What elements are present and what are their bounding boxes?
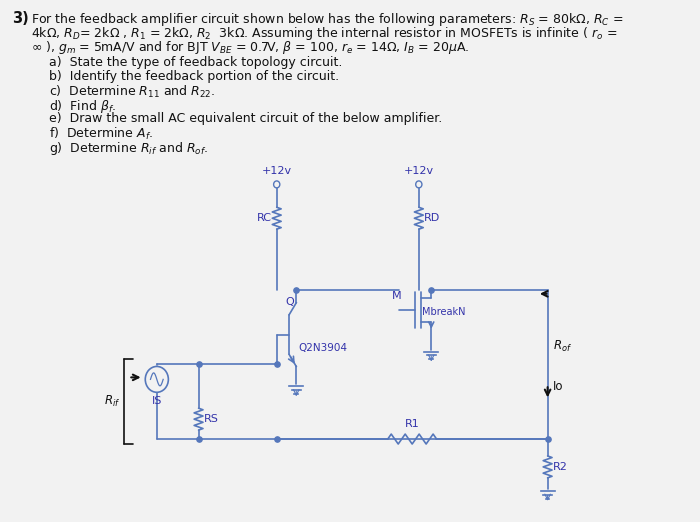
Text: RD: RD bbox=[424, 213, 440, 223]
Text: 4k$\Omega$, $R_D$= 2k$\Omega$ , $R_1$ = 2k$\Omega$, $R_2$  3k$\Omega$. Assuming : 4k$\Omega$, $R_D$= 2k$\Omega$ , $R_1$ = … bbox=[31, 25, 617, 42]
Text: For the feedback amplifier circuit shown below has the following parameters: $R_: For the feedback amplifier circuit shown… bbox=[31, 11, 623, 28]
Text: b)  Identify the feedback portion of the circuit.: b) Identify the feedback portion of the … bbox=[49, 70, 340, 83]
Text: +12v: +12v bbox=[262, 167, 292, 176]
Text: +12v: +12v bbox=[404, 167, 434, 176]
Text: a)  State the type of feedback topology circuit.: a) State the type of feedback topology c… bbox=[49, 56, 343, 69]
Text: Io: Io bbox=[553, 380, 564, 393]
Text: MbreakN: MbreakN bbox=[422, 307, 466, 317]
Text: RS: RS bbox=[204, 414, 219, 424]
Text: $R_{if}$: $R_{if}$ bbox=[104, 394, 120, 409]
Text: RC: RC bbox=[256, 213, 272, 223]
Text: Q2N3904: Q2N3904 bbox=[298, 342, 347, 352]
Text: Q: Q bbox=[286, 296, 295, 307]
Text: R1: R1 bbox=[405, 419, 419, 429]
Text: c)  Determine $R_{11}$ and $R_{22}$.: c) Determine $R_{11}$ and $R_{22}$. bbox=[49, 84, 216, 100]
Text: f)  Determine $A_f$.: f) Determine $A_f$. bbox=[49, 126, 153, 142]
Text: IS: IS bbox=[152, 396, 162, 406]
Text: d)  Find $\beta_f$.: d) Find $\beta_f$. bbox=[49, 98, 117, 115]
Text: $R_{of}$: $R_{of}$ bbox=[553, 339, 572, 354]
Text: g)  Determine $R_{if}$ and $R_{of}$.: g) Determine $R_{if}$ and $R_{of}$. bbox=[49, 140, 209, 157]
Text: R2: R2 bbox=[553, 462, 568, 472]
Text: $\infty$ ), $g_m$ = 5mA/V and for BJT $V_{BE}$ = 0.7V, $\beta$ = 100, $r_e$ = 14: $\infty$ ), $g_m$ = 5mA/V and for BJT $V… bbox=[31, 39, 469, 56]
Text: e)  Draw the small AC equivalent circuit of the below amplifier.: e) Draw the small AC equivalent circuit … bbox=[49, 112, 442, 125]
Text: 3): 3) bbox=[12, 11, 29, 26]
Text: M: M bbox=[391, 291, 401, 301]
